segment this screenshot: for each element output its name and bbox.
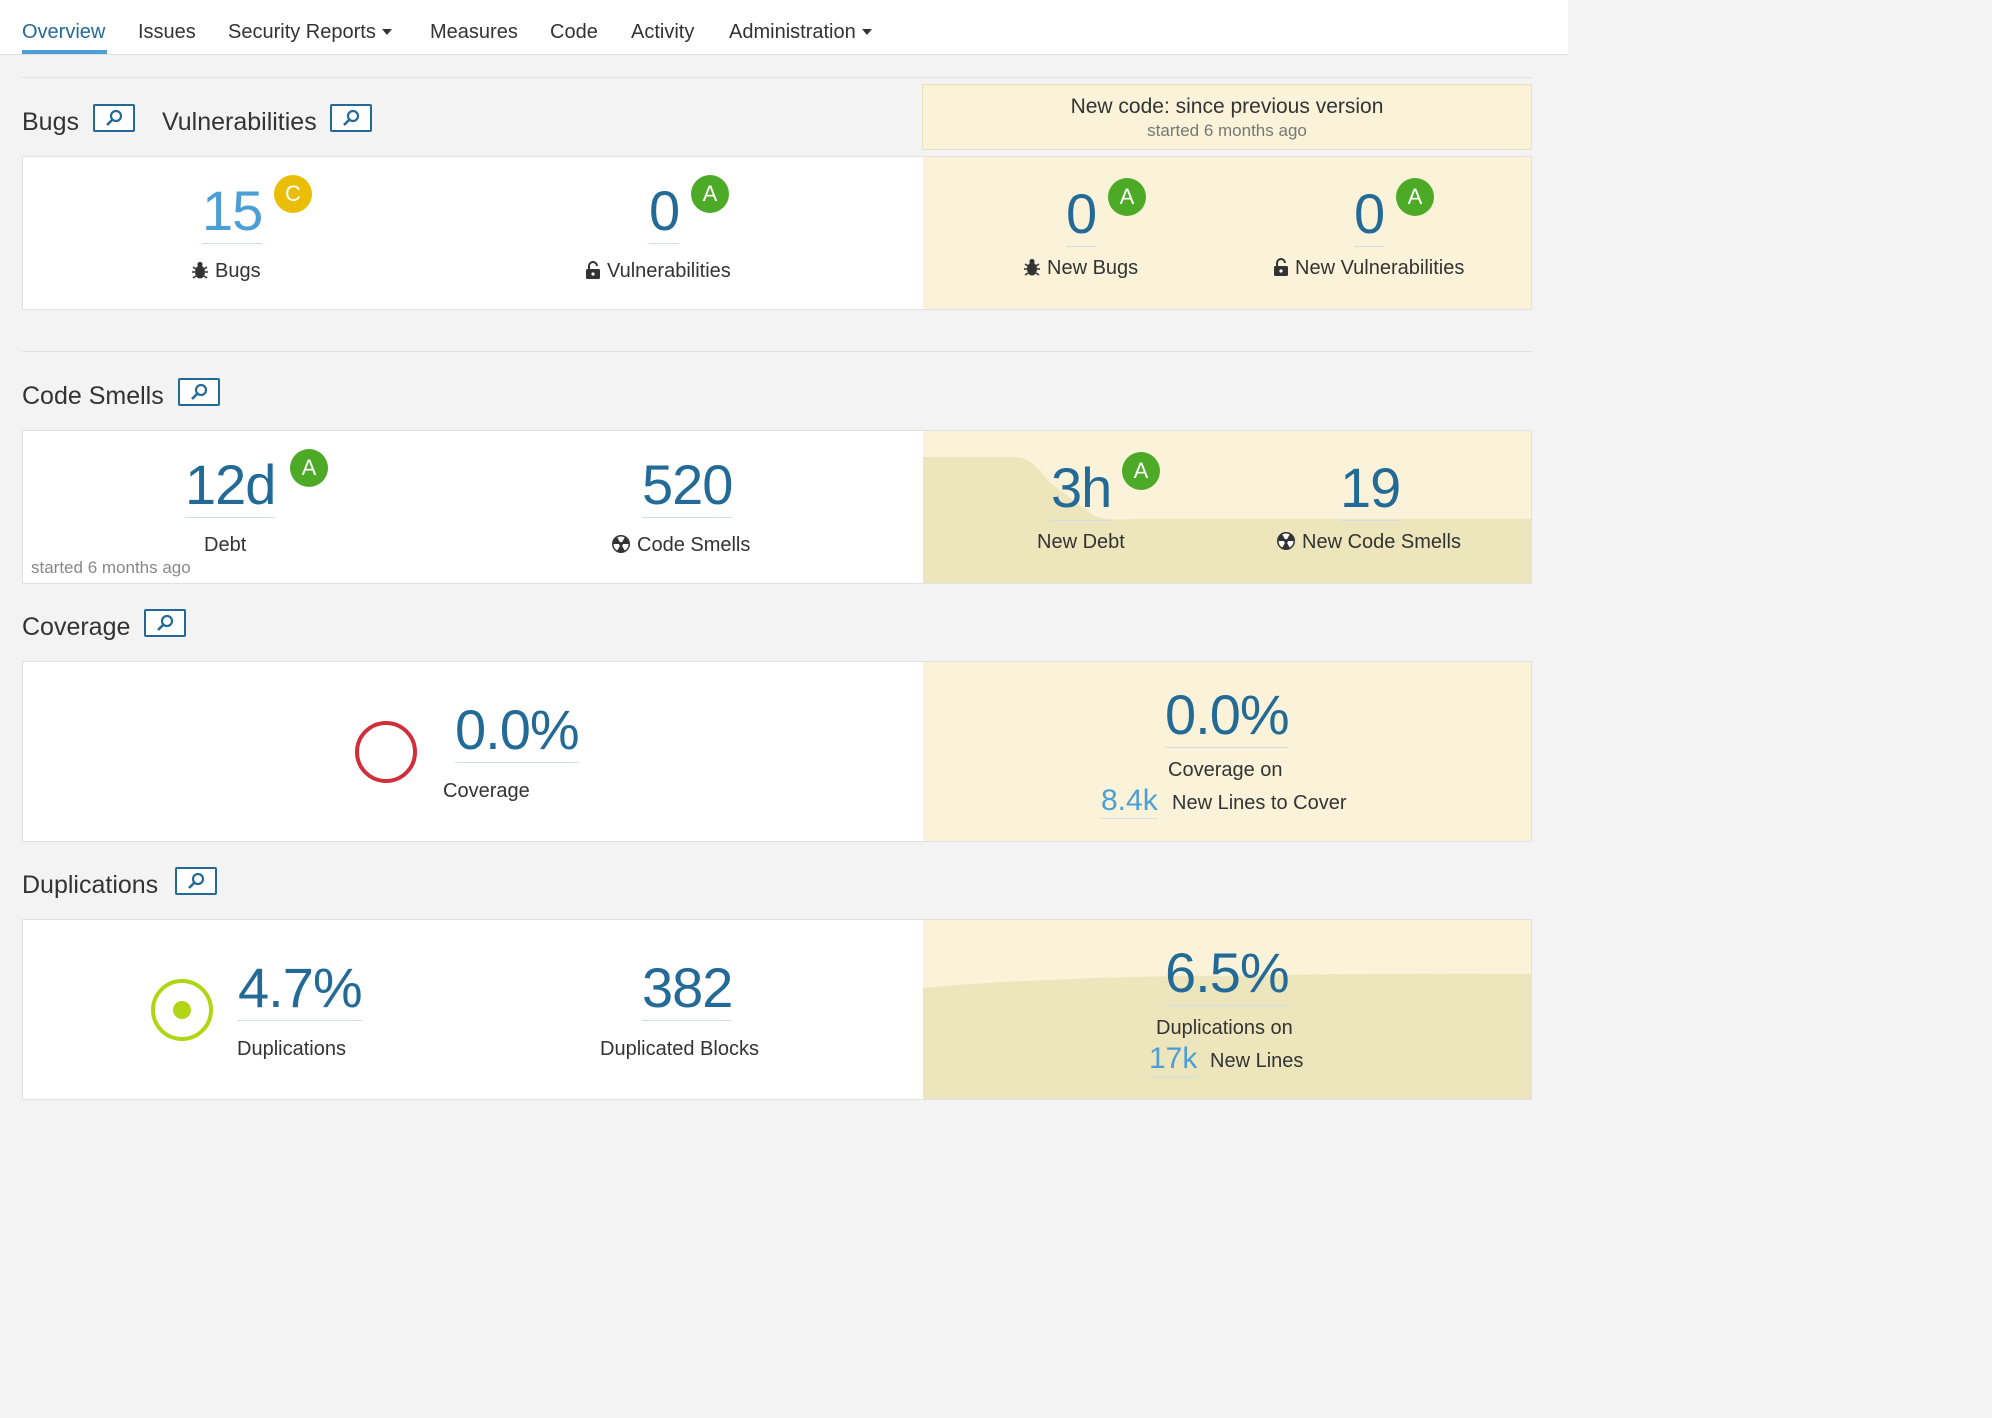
- new-code-period-banner: New code: since previous version started…: [922, 84, 1532, 150]
- tab-measures[interactable]: Measures: [430, 21, 518, 43]
- new-code-panel: [923, 431, 1531, 583]
- code-smells-heading: Code Smells: [22, 382, 164, 410]
- new-vulnerabilities-rating[interactable]: A: [1396, 178, 1434, 216]
- bugs-label: Bugs: [191, 258, 261, 284]
- duplications-heading: Duplications: [22, 871, 159, 899]
- lock-icon: [586, 261, 600, 279]
- new-debt-label: New Debt: [1037, 531, 1125, 553]
- new-lines-value[interactable]: 17k: [1149, 1042, 1198, 1077]
- vulnerabilities-label: Vulnerabilities: [585, 258, 731, 284]
- bugs-vulnerabilities-card: 15 C Bugs 0 A Vulnerabilities 0 A New Bu…: [22, 156, 1532, 310]
- code-smells-label-text: Code Smells: [637, 534, 751, 556]
- new-lines-to-cover-label: New Lines to Cover: [1172, 792, 1347, 814]
- divider: [22, 77, 1532, 78]
- duplicated-blocks-label: Duplicated Blocks: [600, 1038, 759, 1060]
- coverage-value[interactable]: 0.0%: [455, 698, 580, 763]
- tab-issues[interactable]: Issues: [138, 21, 196, 43]
- bug-icon: [1024, 258, 1040, 276]
- bugs-heading: Bugs: [22, 108, 79, 136]
- new-debt-value[interactable]: 3h: [1051, 456, 1112, 521]
- code-smells-card: 12d A Debt started 6 months ago 520 Code…: [22, 430, 1532, 584]
- code-smells-label: Code Smells: [611, 532, 750, 558]
- new-vulnerabilities-label-text: New Vulnerabilities: [1295, 257, 1465, 279]
- vulnerabilities-drilldown-button[interactable]: [330, 104, 372, 132]
- search-icon: [106, 109, 123, 126]
- new-code-smells-label-text: New Code Smells: [1302, 531, 1461, 553]
- bugs-label-text: Bugs: [215, 260, 261, 282]
- new-debt-trend: [923, 457, 1531, 583]
- new-vulnerabilities-value[interactable]: 0: [1354, 182, 1385, 247]
- new-vulnerabilities-label: New Vulnerabilities: [1273, 255, 1464, 281]
- vulnerabilities-rating[interactable]: A: [691, 175, 729, 213]
- new-bugs-label-text: New Bugs: [1047, 257, 1139, 279]
- debt-period-note: started 6 months ago: [31, 558, 191, 577]
- bugs-value[interactable]: 15: [202, 179, 263, 244]
- coverage-card: 0.0% Coverage 0.0% Coverage on 8.4k New …: [22, 661, 1532, 842]
- new-code-period-start: started 6 months ago: [1147, 121, 1307, 140]
- bugs-rating[interactable]: C: [274, 175, 312, 213]
- chevron-down-icon: [381, 29, 392, 35]
- new-code-panel: [923, 920, 1531, 1099]
- new-lines-label: New Lines: [1210, 1050, 1304, 1072]
- new-code-smells-label: New Code Smells: [1276, 529, 1461, 555]
- code-smells-value[interactable]: 520: [642, 453, 733, 518]
- project-nav: Overview Issues Security Reports Measure…: [0, 0, 1568, 55]
- radiation-icon: [612, 535, 630, 553]
- new-code-panel: [923, 157, 1531, 309]
- coverage-donut: [355, 721, 417, 783]
- new-duplications-value[interactable]: 6.5%: [1165, 941, 1290, 1006]
- coverage-label: Coverage: [443, 780, 530, 802]
- tab-security-reports[interactable]: Security Reports: [228, 18, 392, 46]
- duplications-indicator: [151, 979, 213, 1041]
- duplications-drilldown-button[interactable]: [175, 867, 217, 895]
- new-coverage-value[interactable]: 0.0%: [1165, 683, 1290, 748]
- divider: [22, 351, 1532, 352]
- search-icon: [157, 614, 174, 631]
- search-icon: [191, 383, 208, 400]
- new-bugs-value[interactable]: 0: [1066, 182, 1097, 247]
- debt-value[interactable]: 12d: [185, 453, 276, 518]
- duplications-label: Duplications: [237, 1038, 346, 1060]
- vulnerabilities-label-text: Vulnerabilities: [607, 260, 731, 282]
- new-duplications-trend: [923, 973, 1531, 1099]
- new-lines-to-cover-value[interactable]: 8.4k: [1101, 784, 1158, 819]
- debt-label: Debt: [204, 534, 247, 556]
- tab-overview[interactable]: Overview: [22, 21, 106, 43]
- new-coverage-label: Coverage on: [1168, 759, 1283, 781]
- radiation-icon: [1277, 532, 1295, 550]
- new-debt-rating[interactable]: A: [1122, 452, 1160, 490]
- vulnerabilities-value[interactable]: 0: [649, 179, 680, 244]
- lock-icon: [1274, 258, 1288, 276]
- duplications-card: 4.7% Duplications 382 Duplicated Blocks …: [22, 919, 1532, 1100]
- search-icon: [343, 109, 360, 126]
- duplicated-blocks-value[interactable]: 382: [642, 956, 733, 1021]
- coverage-drilldown-button[interactable]: [144, 609, 186, 637]
- tab-activity[interactable]: Activity: [631, 21, 695, 43]
- code-smells-drilldown-button[interactable]: [178, 378, 220, 406]
- coverage-heading: Coverage: [22, 613, 131, 641]
- tab-security-reports-label: Security Reports: [228, 21, 376, 43]
- tab-code[interactable]: Code: [550, 21, 598, 43]
- new-duplications-label: Duplications on: [1156, 1017, 1293, 1039]
- tab-administration[interactable]: Administration: [729, 18, 872, 46]
- new-bugs-label: New Bugs: [1023, 255, 1138, 281]
- chevron-down-icon: [861, 29, 872, 35]
- tab-administration-label: Administration: [729, 21, 856, 43]
- bug-icon: [192, 261, 208, 279]
- duplications-value[interactable]: 4.7%: [238, 956, 363, 1021]
- active-tab-indicator: [22, 50, 107, 54]
- new-bugs-rating[interactable]: A: [1108, 178, 1146, 216]
- new-code-panel: [923, 662, 1531, 841]
- search-icon: [188, 872, 205, 889]
- debt-rating[interactable]: A: [290, 449, 328, 487]
- vulnerabilities-heading: Vulnerabilities: [162, 108, 317, 136]
- new-code-smells-value[interactable]: 19: [1340, 456, 1401, 521]
- new-code-period-title: New code: since previous version: [1070, 95, 1384, 118]
- bugs-drilldown-button[interactable]: [93, 104, 135, 132]
